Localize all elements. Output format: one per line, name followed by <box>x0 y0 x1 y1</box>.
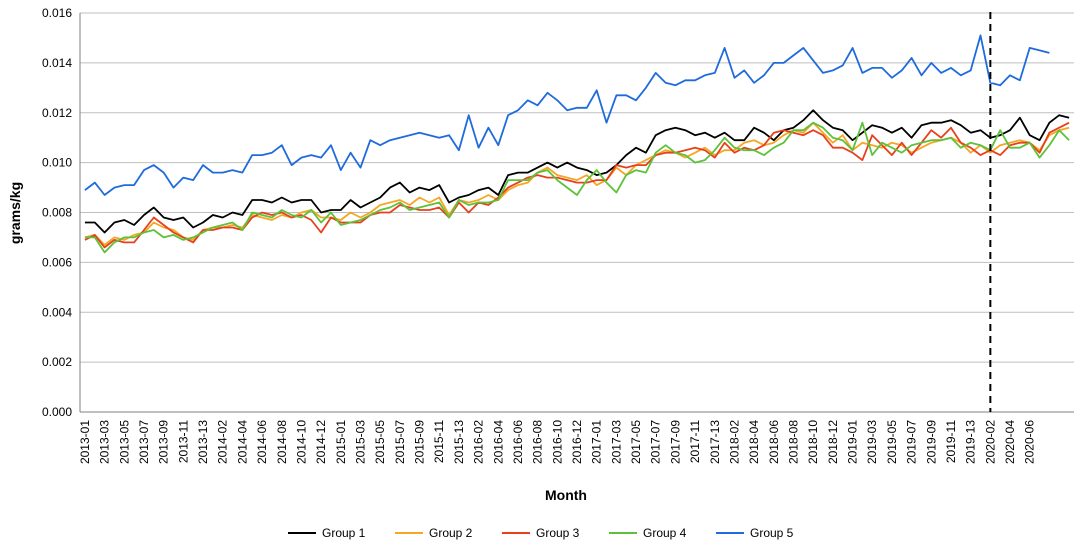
x-tick-label: 2013-05 <box>117 420 131 464</box>
x-tick-label: 2020-04 <box>1003 420 1017 464</box>
x-tick-label: 2013-01 <box>78 420 92 464</box>
x-tick-label: 2019-11 <box>944 420 958 463</box>
y-tick-label: 0.012 <box>42 106 72 120</box>
legend-label: Group 1 <box>322 526 366 540</box>
x-tick-label: 2019-03 <box>865 420 879 464</box>
legend: Group 1 Group 2 Group 3 Group 4 Group 5 <box>288 526 794 540</box>
x-tick-label: 2014-04 <box>235 420 249 464</box>
x-tick-labels: 2013-01 2013-03 2013-05 2013-07 2013-09 2013-… <box>78 420 1037 464</box>
x-tick-label: 2019-13 <box>964 420 978 464</box>
x-tick-label: 2018-06 <box>767 420 781 464</box>
x-tick-label: 2016-08 <box>531 420 545 464</box>
x-tick-label: 2013-11 <box>176 420 190 463</box>
x-tick-label: 2017-09 <box>668 420 682 464</box>
x-tick-label: 2015-09 <box>413 420 427 464</box>
series-lines <box>84 34 1070 254</box>
series-line-group-2 <box>84 121 1070 246</box>
x-axis-title: Month <box>545 487 587 503</box>
x-tick-label: 2017-03 <box>609 420 623 464</box>
x-tick-label: 2015-07 <box>393 420 407 464</box>
legend-label: Group 5 <box>750 526 794 540</box>
legend-label: Group 3 <box>536 526 580 540</box>
y-tick-label: 0.014 <box>42 56 72 70</box>
x-tick-label: 2018-02 <box>727 420 741 464</box>
gridlines <box>79 12 1074 413</box>
x-tick-label: 2014-08 <box>275 420 289 464</box>
x-tick-label: 2013-07 <box>137 420 151 464</box>
x-tick-label: 2018-12 <box>826 420 840 464</box>
x-tick-label: 2018-10 <box>806 420 820 464</box>
x-tick-label: 2017-01 <box>590 420 604 464</box>
x-tick-label: 2017-05 <box>629 420 643 464</box>
y-tick-label: 0.002 <box>42 355 72 369</box>
x-tick-label: 2015-13 <box>452 420 466 464</box>
series-line-group-5 <box>84 34 1050 196</box>
x-tick-label: 2013-09 <box>157 420 171 464</box>
x-tick-label: 2018-04 <box>747 420 761 464</box>
x-tick-label: 2020-02 <box>983 420 997 464</box>
x-tick-label: 2014-10 <box>294 420 308 464</box>
x-tick-label: 2019-07 <box>905 420 919 464</box>
x-tick-label: 2014-12 <box>314 420 328 464</box>
y-tick-labels: 0.000 0.002 0.004 0.006 0.008 0.010 0.012 0.014… <box>42 6 72 419</box>
series-line-group-1 <box>84 109 1070 234</box>
y-axis-title: grams/kg <box>7 182 23 244</box>
x-tick-label: 2017-11 <box>688 420 702 463</box>
x-tick-label: 2020-06 <box>1023 420 1037 464</box>
x-tick-label: 2016-02 <box>472 420 486 464</box>
x-tick-label: 2015-11 <box>432 420 446 463</box>
x-tick-label: 2016-12 <box>570 420 584 464</box>
x-tick-label: 2018-08 <box>787 420 801 464</box>
y-tick-label: 0.008 <box>42 206 72 220</box>
x-tick-label: 2017-07 <box>649 420 663 464</box>
legend-label: Group 4 <box>643 526 687 540</box>
x-tick-label: 2017-13 <box>708 420 722 464</box>
x-tick-label: 2019-09 <box>924 420 938 464</box>
x-tick-label: 2014-06 <box>255 420 269 464</box>
x-tick-label: 2019-05 <box>885 420 899 464</box>
x-tick-label: 2014-02 <box>216 420 230 464</box>
y-tick-label: 0.000 <box>42 405 72 419</box>
series-line-group-4 <box>84 121 1070 254</box>
y-tick-label: 0.016 <box>42 6 72 20</box>
x-tick-label: 2016-04 <box>491 420 505 464</box>
y-tick-label: 0.004 <box>42 305 72 319</box>
x-tick-label: 2013-03 <box>98 420 112 464</box>
x-tick-label: 2016-10 <box>550 420 564 464</box>
x-tick-label: 2013-13 <box>196 420 210 464</box>
series-line-group-3 <box>84 121 1070 249</box>
x-tick-label: 2019-01 <box>846 420 860 464</box>
x-tick-label: 2015-03 <box>353 420 367 464</box>
y-tick-label: 0.006 <box>42 255 72 269</box>
legend-label: Group 2 <box>429 526 473 540</box>
x-tick-label: 2015-05 <box>373 420 387 464</box>
x-tick-label: 2016-06 <box>511 420 525 464</box>
y-tick-label: 0.010 <box>42 156 72 170</box>
x-tick-label: 2015-01 <box>334 420 348 464</box>
